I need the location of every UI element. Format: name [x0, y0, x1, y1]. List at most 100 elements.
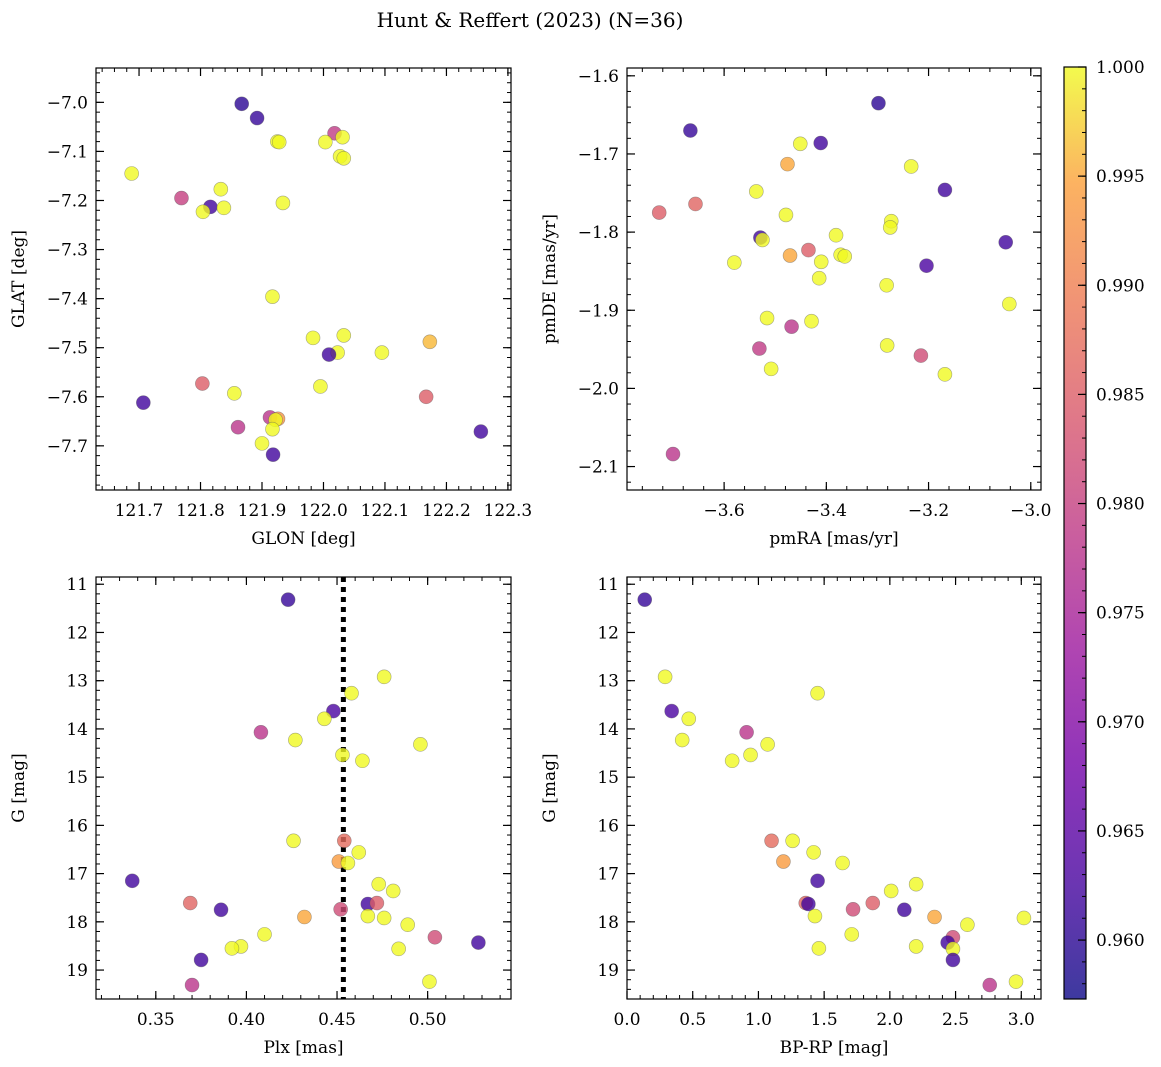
y-tick-label: −7.6	[47, 388, 88, 408]
data-point	[739, 724, 754, 740]
y-tick-label: 18	[66, 913, 88, 933]
x-tick-label: 122.0	[299, 501, 348, 521]
data-point	[422, 974, 437, 989]
data-point	[835, 855, 850, 871]
data-point	[234, 96, 250, 112]
data-point	[297, 909, 312, 925]
data-point	[286, 833, 301, 849]
data-point	[828, 227, 844, 243]
data-point	[755, 232, 770, 248]
data-point	[195, 204, 211, 220]
y-tick-label: −7.5	[47, 339, 88, 359]
data-point	[400, 917, 416, 933]
data-point	[340, 855, 356, 871]
data-point	[230, 419, 246, 435]
data-point	[254, 436, 270, 451]
data-point	[879, 277, 894, 293]
x-tick-label: 121.7	[115, 501, 164, 521]
data-point	[418, 389, 434, 405]
panel-bprp-g: 0.0 0.5 1.0 1.5 2.0 2.5 3.0 11 12 13 14 15 16 17 18 19 B…	[540, 575, 1042, 1058]
data-point	[807, 908, 823, 924]
data-point	[681, 711, 697, 727]
data-point	[275, 195, 291, 211]
colorbar-tick-label: 0.980	[1096, 495, 1145, 515]
data-point	[413, 737, 428, 752]
y-tick-label: 11	[66, 575, 88, 595]
axes-frame	[95, 67, 512, 491]
minor-ticks	[96, 577, 511, 1000]
data-point	[760, 737, 775, 752]
data-point	[813, 254, 829, 270]
y-tick-label: 14	[66, 720, 88, 740]
colorbar-tick-label: 0.975	[1096, 604, 1145, 624]
panels: 121.7 121.8 121.9 122.0 122.1 122.2 122.3−7.0−…	[9, 67, 1051, 1058]
data-point	[249, 110, 265, 126]
x-tick-label: 122.1	[361, 501, 410, 521]
y-tick-label: −1.7	[578, 145, 619, 165]
x-tick-label: −3.4	[806, 501, 847, 521]
data-point	[471, 935, 486, 950]
x-tick-label: −3.0	[1010, 501, 1051, 521]
data-point	[184, 977, 200, 993]
x-tick-label: 2.0	[876, 1010, 903, 1030]
data-point	[945, 952, 961, 968]
colorbar-tick-label: 0.995	[1096, 167, 1145, 187]
data-point	[376, 910, 392, 926]
x-axis-label: Plx [mas]	[263, 1038, 343, 1058]
data-point	[376, 669, 392, 685]
x-tick-label: 0.5	[679, 1010, 706, 1030]
data-point	[908, 939, 924, 954]
data-point	[837, 249, 853, 264]
panel-plx-g: 0.35 0.40 0.45 0.50 11 12 13 14 15 16 17 18 19 Plx [m…	[9, 575, 512, 1058]
data-point	[665, 446, 681, 462]
minor-ticks	[626, 577, 1041, 1000]
data-point	[759, 310, 775, 326]
data-point	[804, 313, 819, 329]
data-point	[743, 747, 758, 763]
data-point	[257, 927, 272, 942]
y-tick-label: 15	[66, 768, 88, 788]
data-point	[776, 854, 791, 869]
x-tick-label: 121.9	[238, 501, 287, 521]
y-tick-label: 17	[597, 865, 619, 885]
data-point	[195, 376, 210, 391]
y-tick-label: −7.7	[47, 437, 88, 457]
y-tick-label: −2.1	[578, 458, 619, 478]
scatter-points	[651, 95, 1017, 462]
colorbar-tick-label: 0.970	[1096, 713, 1145, 733]
data-point	[335, 129, 350, 145]
x-tick-label: 0.0	[613, 1010, 640, 1030]
data-point	[908, 876, 924, 892]
data-point	[664, 703, 679, 719]
data-point	[422, 334, 438, 350]
x-tick-label: 2.5	[942, 1010, 969, 1030]
data-point	[265, 289, 280, 304]
data-point	[764, 833, 779, 849]
data-point	[865, 895, 881, 911]
data-point	[271, 134, 287, 150]
data-point	[897, 902, 912, 918]
data-point	[369, 895, 385, 911]
data-point	[1016, 910, 1032, 926]
y-tick-label: 12	[597, 623, 619, 643]
data-point	[845, 901, 861, 917]
data-point	[227, 386, 242, 401]
data-point	[960, 917, 975, 933]
data-point	[336, 328, 352, 343]
y-tick-label: −2.0	[578, 379, 619, 399]
colorbar-tick-label: 0.960	[1096, 931, 1145, 951]
data-point	[473, 424, 489, 439]
data-point	[811, 270, 827, 286]
x-tick-label: 121.8	[176, 501, 225, 521]
data-point	[782, 248, 798, 263]
data-point	[318, 134, 333, 150]
colorbar-tick-label: 0.985	[1096, 385, 1145, 405]
y-tick-label: 18	[597, 913, 619, 933]
y-tick-label: 13	[66, 672, 88, 692]
data-point	[657, 669, 673, 685]
y-tick-label: 15	[597, 768, 619, 788]
data-point	[124, 166, 139, 181]
data-point	[391, 941, 406, 957]
data-point	[335, 747, 350, 763]
y-tick-label: 13	[597, 672, 619, 692]
